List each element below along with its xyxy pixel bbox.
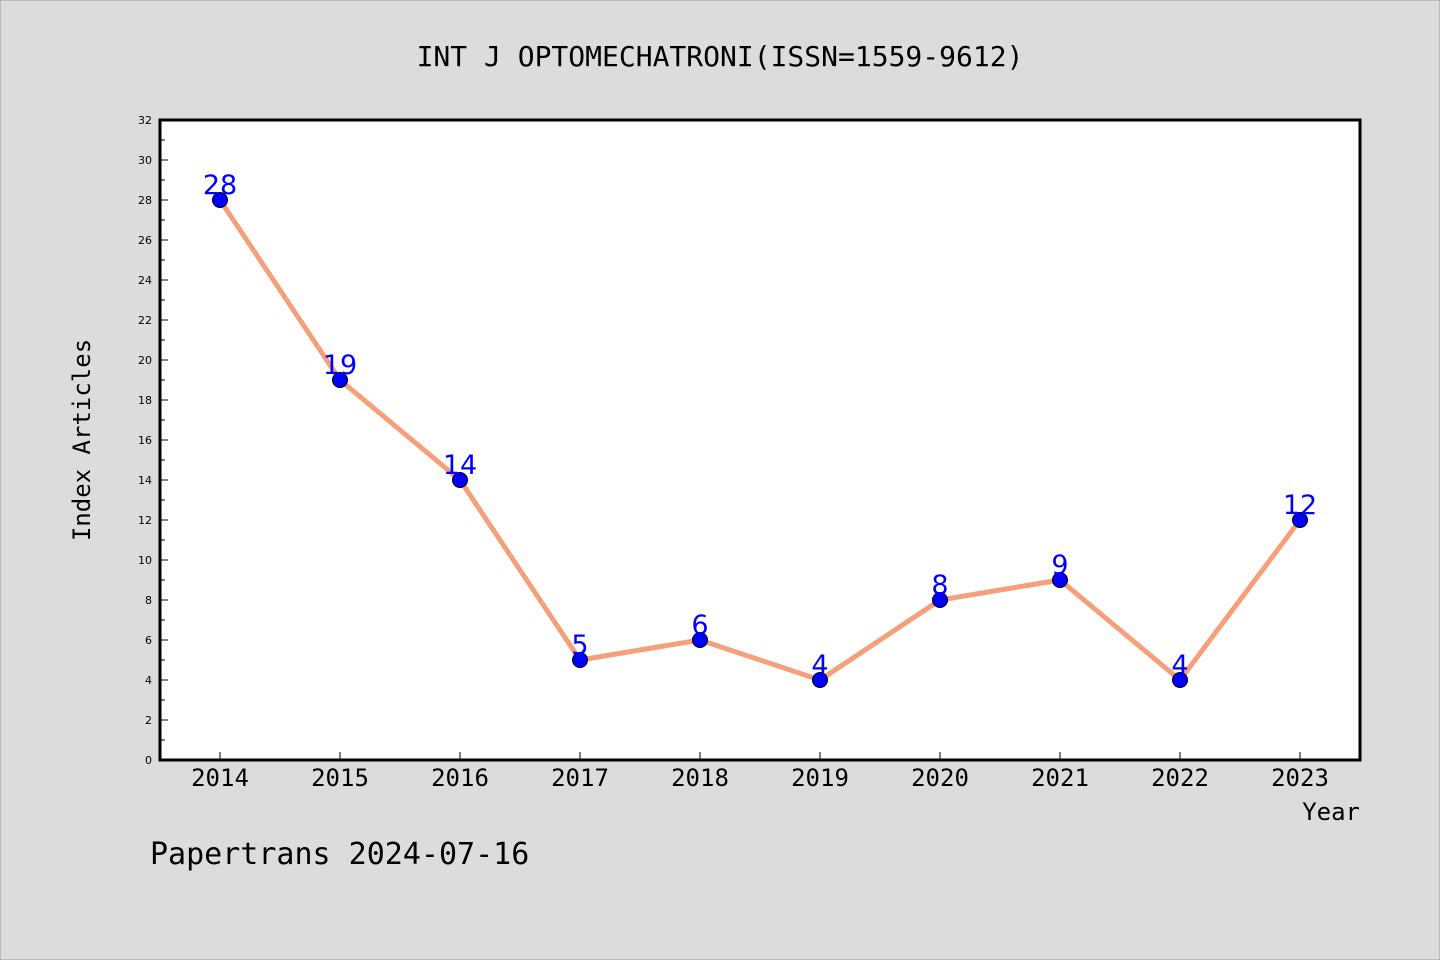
y-tick-label: 18 [138,394,152,407]
x-tick-label: 2018 [671,764,729,792]
x-tick-label: 2020 [911,764,969,792]
x-tick-label: 2015 [311,764,369,792]
data-label: 14 [443,450,477,481]
data-point [1172,672,1188,688]
chart-title: INT J OPTOMECHATRONI(ISSN=1559-9612) [417,40,1024,73]
x-tick-label: 2016 [431,764,489,792]
data-label: 8 [931,570,948,601]
y-tick-label: 6 [145,634,152,647]
data-point [932,592,948,608]
data-point [332,372,348,388]
y-tick-label: 16 [138,434,152,447]
y-tick-label: 8 [145,594,152,607]
plot-area [160,120,1360,760]
x-tick-label: 2017 [551,764,609,792]
data-point [812,672,828,688]
data-label: 5 [571,630,588,661]
data-point [212,192,228,208]
data-label: 19 [323,350,357,381]
data-point [572,652,588,668]
data-label: 4 [1171,650,1188,681]
data-point [452,472,468,488]
data-label: 9 [1051,550,1068,581]
x-axis-ticks: 2014 2015 2016 2017 2018 2019 2020 2021 2022 2023 [191,752,1329,792]
x-tick-label: 2014 [191,764,249,792]
x-axis-label: Year [1302,798,1360,826]
x-tick-label: 2023 [1271,764,1329,792]
data-label: 6 [691,610,708,641]
data-point [1052,572,1068,588]
footer-credit: Papertrans 2024-07-16 [150,837,529,872]
y-axis-label: Index Articles [68,339,96,541]
data-label: 12 [1283,490,1317,521]
data-point [1292,512,1308,528]
y-tick-label: 22 [138,314,152,327]
y-tick-label: 14 [138,474,152,487]
plot-border [158,118,1362,762]
data-point [692,632,708,648]
x-tick-label: 2022 [1151,764,1209,792]
y-tick-label: 4 [145,674,152,687]
x-tick-label: 2021 [1031,764,1089,792]
x-tick-label: 2019 [791,764,849,792]
y-tick-label: 30 [138,154,152,167]
y-tick-label: 10 [138,554,152,567]
y-tick-label: 0 [145,754,152,767]
series-line [217,198,1302,683]
series-layer: 28 19 14 5 6 4 8 9 4 12 [203,170,1317,688]
data-label: 28 [203,170,237,201]
y-tick-label: 24 [138,274,152,287]
y-tick-label: 28 [138,194,152,207]
y-tick-label: 32 [138,114,152,127]
y-tick-label: 26 [138,234,152,247]
y-tick-label: 20 [138,354,152,367]
y-tick-label: 2 [145,714,152,727]
y-tick-label: 12 [138,514,152,527]
data-label: 4 [811,650,828,681]
